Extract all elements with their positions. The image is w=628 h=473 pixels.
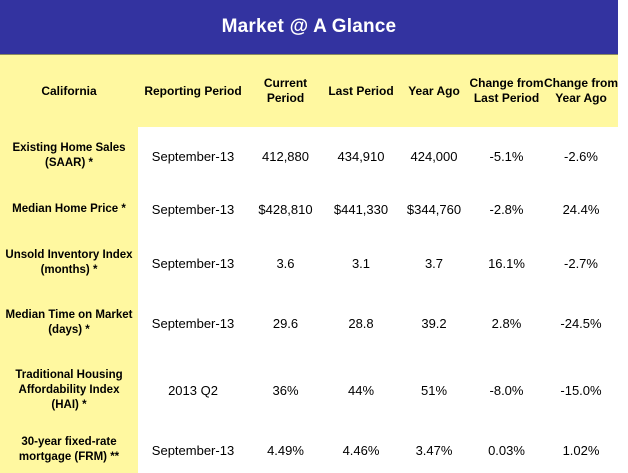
table-row: Median Home Price * September-13 $428,81… bbox=[0, 185, 618, 233]
row-year-ago: 3.7 bbox=[399, 233, 469, 293]
row-change-last: 0.03% bbox=[469, 427, 544, 473]
row-change-last: -2.8% bbox=[469, 185, 544, 233]
table-row: Traditional Housing Affordability Index … bbox=[0, 353, 618, 427]
row-label: 30-year fixed-rate mortgage (FRM) ** bbox=[0, 427, 138, 473]
row-change-last: 16.1% bbox=[469, 233, 544, 293]
table-header-row: California Reporting Period Current Peri… bbox=[0, 55, 618, 127]
row-year-ago: 3.47% bbox=[399, 427, 469, 473]
row-year-ago: $344,760 bbox=[399, 185, 469, 233]
row-change-year: -15.0% bbox=[544, 353, 618, 427]
row-last: 28.8 bbox=[323, 293, 399, 353]
row-year-ago: 51% bbox=[399, 353, 469, 427]
row-label: Traditional Housing Affordability Index … bbox=[0, 353, 138, 427]
row-current: 36% bbox=[248, 353, 323, 427]
row-year-ago: 424,000 bbox=[399, 127, 469, 185]
header-current-period: Current Period bbox=[248, 55, 323, 127]
row-current: 412,880 bbox=[248, 127, 323, 185]
header-change-year-ago: Change from Year Ago bbox=[544, 55, 618, 127]
table-row: Median Time on Market (days) * September… bbox=[0, 293, 618, 353]
row-period: September-13 bbox=[138, 127, 248, 185]
row-label: Unsold Inventory Index (months) * bbox=[0, 233, 138, 293]
row-last: 4.46% bbox=[323, 427, 399, 473]
row-last: 44% bbox=[323, 353, 399, 427]
row-current: $428,810 bbox=[248, 185, 323, 233]
table-row: Existing Home Sales (SAAR) * September-1… bbox=[0, 127, 618, 185]
title-divider bbox=[0, 54, 618, 55]
row-current: 3.6 bbox=[248, 233, 323, 293]
table-row: 30-year fixed-rate mortgage (FRM) ** Sep… bbox=[0, 427, 618, 473]
row-period: September-13 bbox=[138, 185, 248, 233]
market-table: California Reporting Period Current Peri… bbox=[0, 55, 618, 473]
row-change-year: 24.4% bbox=[544, 185, 618, 233]
row-period: September-13 bbox=[138, 233, 248, 293]
row-change-year: -24.5% bbox=[544, 293, 618, 353]
row-last: 3.1 bbox=[323, 233, 399, 293]
header-last-period: Last Period bbox=[323, 55, 399, 127]
row-change-last: 2.8% bbox=[469, 293, 544, 353]
row-period: 2013 Q2 bbox=[138, 353, 248, 427]
row-change-year: 1.02% bbox=[544, 427, 618, 473]
row-change-last: -5.1% bbox=[469, 127, 544, 185]
header-year-ago: Year Ago bbox=[399, 55, 469, 127]
row-current: 4.49% bbox=[248, 427, 323, 473]
row-change-year: -2.7% bbox=[544, 233, 618, 293]
row-current: 29.6 bbox=[248, 293, 323, 353]
row-label: Existing Home Sales (SAAR) * bbox=[0, 127, 138, 185]
page-title: Market @ A Glance bbox=[0, 0, 618, 54]
header-region: California bbox=[0, 55, 138, 127]
row-last: 434,910 bbox=[323, 127, 399, 185]
header-reporting-period: Reporting Period bbox=[138, 55, 248, 127]
header-change-last-period: Change from Last Period bbox=[469, 55, 544, 127]
row-period: September-13 bbox=[138, 293, 248, 353]
row-change-last: -8.0% bbox=[469, 353, 544, 427]
row-period: September-13 bbox=[138, 427, 248, 473]
row-last: $441,330 bbox=[323, 185, 399, 233]
table-row: Unsold Inventory Index (months) * Septem… bbox=[0, 233, 618, 293]
row-year-ago: 39.2 bbox=[399, 293, 469, 353]
row-label: Median Time on Market (days) * bbox=[0, 293, 138, 353]
row-label: Median Home Price * bbox=[0, 185, 138, 233]
row-change-year: -2.6% bbox=[544, 127, 618, 185]
